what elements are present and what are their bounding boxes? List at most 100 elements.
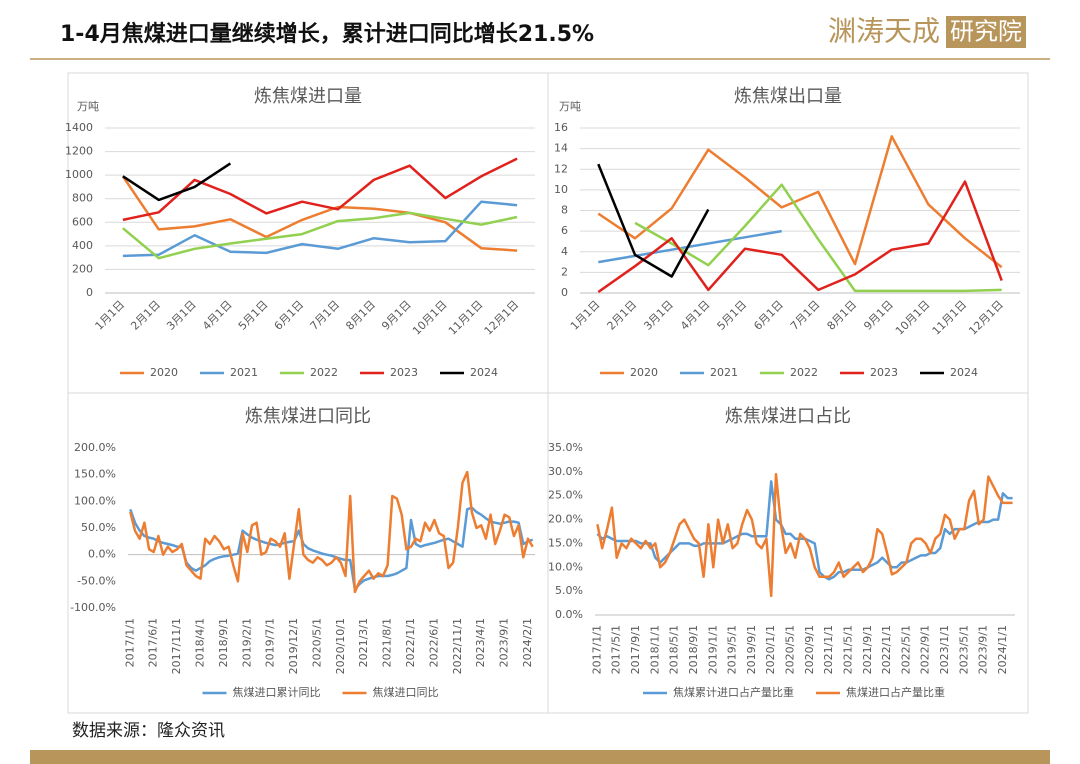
x-tick-label: 2021/3/1 — [357, 618, 370, 667]
x-tick-label: 2月1日 — [128, 298, 163, 333]
x-tick-label: 2023/9/1 — [977, 625, 990, 674]
chart-frame — [547, 392, 1029, 714]
x-tick-label: 2022/1/1 — [404, 618, 417, 667]
x-tick-label: 2017/6/1 — [147, 618, 160, 667]
series-line — [598, 229, 782, 264]
x-tick-label: 10月1日 — [893, 298, 933, 338]
x-tick-label: 2019/1/1 — [706, 625, 719, 674]
x-tick-label: 2022/6/1 — [427, 618, 440, 667]
x-tick-label: 6月1日 — [272, 298, 307, 333]
x-tick-label: 2019/12/1 — [287, 618, 300, 674]
y-tick-label: 100.0% — [74, 494, 116, 507]
y-tick-label: 0 — [561, 286, 568, 299]
y-tick-label: 8 — [561, 204, 568, 217]
y-tick-label: 16 — [554, 121, 568, 134]
y-tick-label: 12 — [554, 162, 568, 175]
series-line — [122, 211, 518, 260]
x-tick-label: 12月1日 — [482, 298, 522, 338]
series-line — [129, 506, 534, 591]
y-tick-label: 35.0% — [548, 441, 583, 454]
x-tick-label: 2019/7/1 — [264, 618, 277, 667]
x-tick-label: 2021/9/1 — [861, 625, 874, 674]
y-tick-label: -50.0% — [77, 574, 116, 587]
x-tick-label: 2020/5/1 — [784, 625, 797, 674]
chart-title: 炼焦煤进口同比 — [245, 406, 371, 427]
x-tick-label: 2023/9/1 — [498, 618, 511, 667]
legend-label: 2022 — [790, 366, 818, 379]
chart-title: 炼焦煤进口量 — [254, 86, 362, 107]
legend-label: 2020 — [630, 366, 658, 379]
series-line — [597, 135, 1003, 269]
x-tick-label: 2019/5/1 — [726, 625, 739, 674]
chart-title: 炼焦煤出口量 — [734, 86, 842, 107]
x-tick-label: 1月1日 — [568, 298, 603, 333]
series-line — [596, 472, 1013, 598]
x-tick-label: 12月1日 — [966, 298, 1006, 338]
x-tick-label: 6月1日 — [751, 298, 786, 333]
x-tick-label: 2017/11/1 — [170, 618, 183, 674]
legend-label: 2021 — [710, 366, 738, 379]
x-tick-label: 2017/1/1 — [123, 618, 136, 667]
legend-label: 焦煤累计进口占产量比重 — [673, 685, 794, 699]
x-tick-label: 1月1日 — [93, 298, 128, 333]
series-line — [129, 470, 534, 594]
x-tick-label: 2022/5/1 — [899, 625, 912, 674]
x-tick-label: 5月1日 — [715, 298, 750, 333]
x-tick-label: 8月1日 — [825, 298, 860, 333]
y-tick-label: 5.0% — [555, 584, 583, 597]
chart-title: 炼焦煤进口占比 — [725, 406, 851, 427]
x-tick-label: 2017/1/1 — [590, 625, 603, 674]
y-tick-label: 30.0% — [548, 465, 583, 478]
series-line — [597, 163, 710, 278]
x-tick-label: 2022/11/1 — [451, 618, 464, 674]
y-tick-label: 200.0% — [74, 441, 116, 454]
x-tick-label: 2018/1/1 — [648, 625, 661, 674]
series-line — [634, 183, 1002, 293]
legend-label: 焦煤进口同比 — [373, 686, 439, 699]
x-tick-label: 2023/4/1 — [474, 618, 487, 667]
x-tick-label: 2018/5/1 — [668, 625, 681, 674]
legend-label: 2023 — [870, 366, 898, 379]
y-tick-label: 0 — [86, 286, 93, 299]
chart-frame — [547, 72, 1029, 394]
x-tick-label: 9月1日 — [861, 298, 896, 333]
x-tick-label: 10月1日 — [410, 298, 450, 338]
x-tick-label: 2023/1/1 — [938, 625, 951, 674]
series-line — [122, 157, 518, 222]
y-tick-label: 800 — [72, 192, 93, 205]
x-tick-label: 2018/4/1 — [194, 618, 207, 667]
x-tick-label: 11月1日 — [930, 298, 970, 338]
y-tick-label: 200 — [72, 262, 93, 275]
y-tick-label: 50.0% — [81, 521, 116, 534]
y-tick-label: 2 — [561, 265, 568, 278]
y-tick-label: 0.0% — [88, 548, 116, 561]
series-line — [122, 162, 232, 202]
y-tick-label: 14 — [554, 142, 568, 155]
x-tick-label: 8月1日 — [343, 298, 378, 333]
x-tick-label: 2017/9/1 — [629, 625, 642, 674]
x-tick-label: 2019/9/1 — [745, 625, 758, 674]
source-note: 数据来源：隆众资讯 — [72, 721, 225, 741]
x-tick-label: 2021/8/1 — [381, 618, 394, 667]
x-tick-label: 2022/9/1 — [919, 625, 932, 674]
y-tick-label: 150.0% — [74, 468, 116, 481]
y-tick-label: 600 — [72, 215, 93, 228]
y-tick-label: 1400 — [65, 121, 93, 134]
legend-label: 2023 — [390, 366, 418, 379]
y-tick-label: 10 — [554, 183, 568, 196]
y-tick-label: 1200 — [65, 145, 93, 158]
x-tick-label: 9月1日 — [379, 298, 414, 333]
y-tick-label: -100.0% — [70, 601, 116, 614]
y-tick-label: 10.0% — [548, 560, 583, 573]
y-tick-label: 4 — [561, 245, 568, 258]
y-tick-label: 20.0% — [548, 513, 583, 526]
legend-label: 2024 — [470, 366, 498, 379]
legend-label: 2022 — [310, 366, 338, 379]
y-tick-label: 400 — [72, 239, 93, 252]
legend-label: 焦煤进口占产量比重 — [846, 685, 945, 699]
x-tick-label: 7月1日 — [788, 298, 823, 333]
y-tick-label: 15.0% — [548, 536, 583, 549]
x-tick-label: 2019/2/1 — [240, 618, 253, 667]
